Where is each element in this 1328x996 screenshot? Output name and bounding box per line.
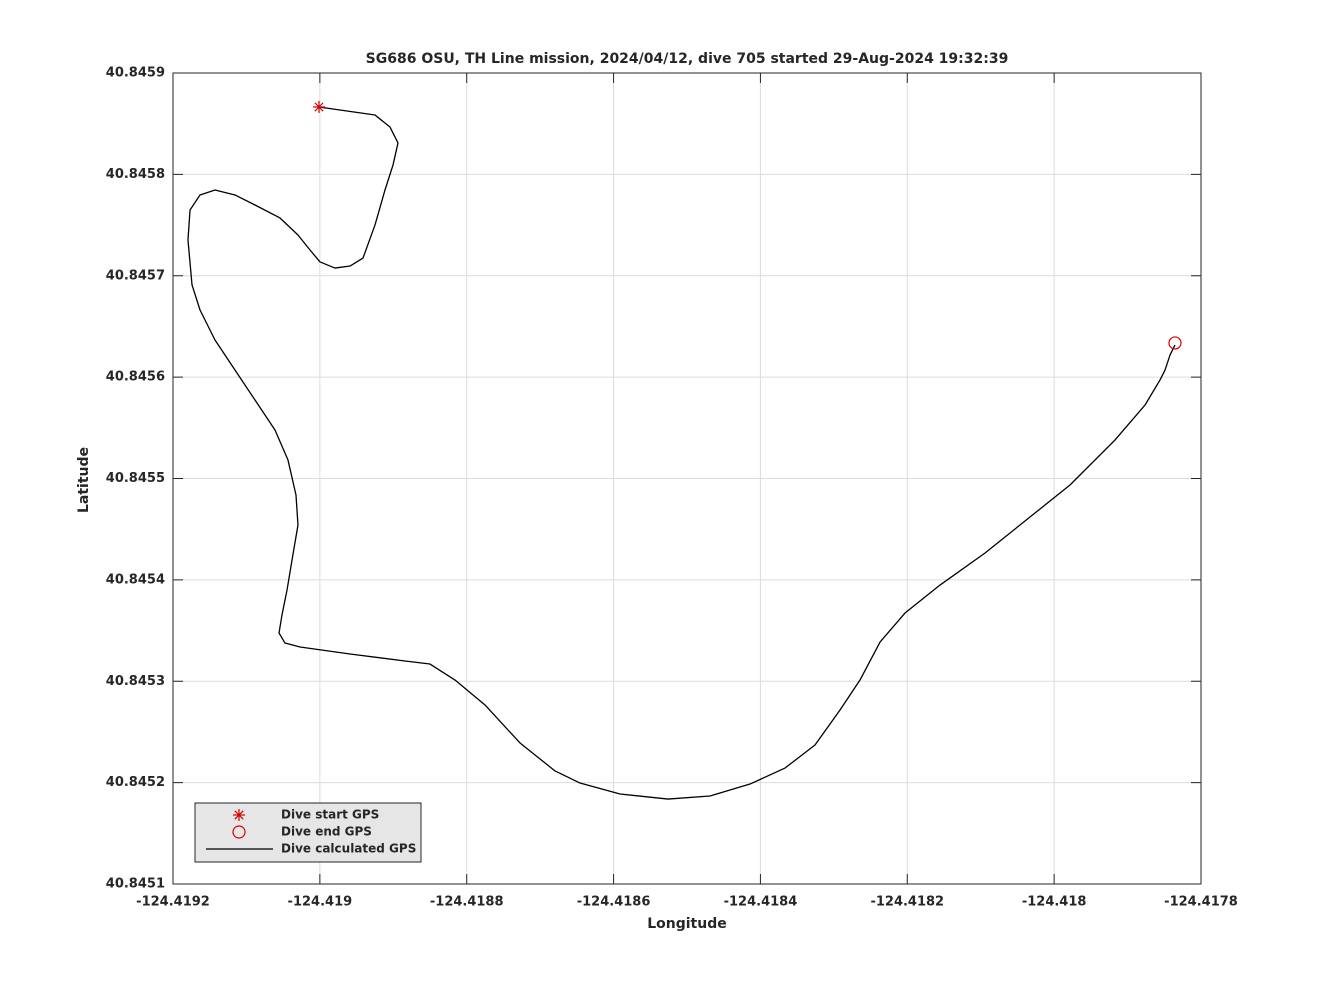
y-axis-label: Latitude — [76, 447, 92, 513]
y-tick-label: 40.8453 — [106, 674, 165, 689]
x-tick-label: -124.419 — [288, 895, 353, 910]
x-axis-label: Longitude — [647, 916, 727, 932]
marker-shape — [234, 810, 244, 820]
marker-shape — [314, 102, 324, 112]
y-tick-label: 40.8458 — [106, 167, 165, 182]
marker-shape — [1168, 336, 1182, 350]
y-tick-label: 40.8456 — [106, 370, 165, 385]
legend-label: Dive start GPS — [281, 808, 379, 822]
x-tick-label: -124.4186 — [577, 895, 651, 910]
circle-marker — [1168, 336, 1182, 350]
chart-title: SG686 OSU, TH Line mission, 2024/04/12, … — [366, 51, 1009, 67]
y-tick-label: 40.8457 — [106, 268, 165, 283]
x-tick-label: -124.4192 — [136, 895, 210, 910]
x-tick-label: -124.4182 — [870, 895, 944, 910]
y-tick-label: 40.8459 — [106, 66, 165, 81]
plot-frame — [172, 72, 1202, 885]
y-tick-label: 40.8454 — [106, 572, 165, 587]
marker-shape — [232, 825, 246, 839]
track-line — [187, 106, 1176, 800]
y-tick-label: 40.8452 — [106, 775, 165, 790]
asterisk-marker — [233, 809, 245, 821]
y-tick-label: 40.8455 — [106, 471, 165, 486]
circle-marker — [232, 825, 246, 839]
x-tick-label: -124.4184 — [724, 895, 798, 910]
legend-label: Dive calculated GPS — [281, 842, 416, 856]
x-tick-label: -124.418 — [1022, 895, 1087, 910]
legend-label: Dive end GPS — [281, 825, 372, 839]
y-tick-label: 40.8451 — [106, 877, 165, 892]
x-tick-label: -124.4188 — [430, 895, 504, 910]
asterisk-marker — [312, 100, 325, 113]
x-tick-label: -124.4178 — [1164, 895, 1238, 910]
